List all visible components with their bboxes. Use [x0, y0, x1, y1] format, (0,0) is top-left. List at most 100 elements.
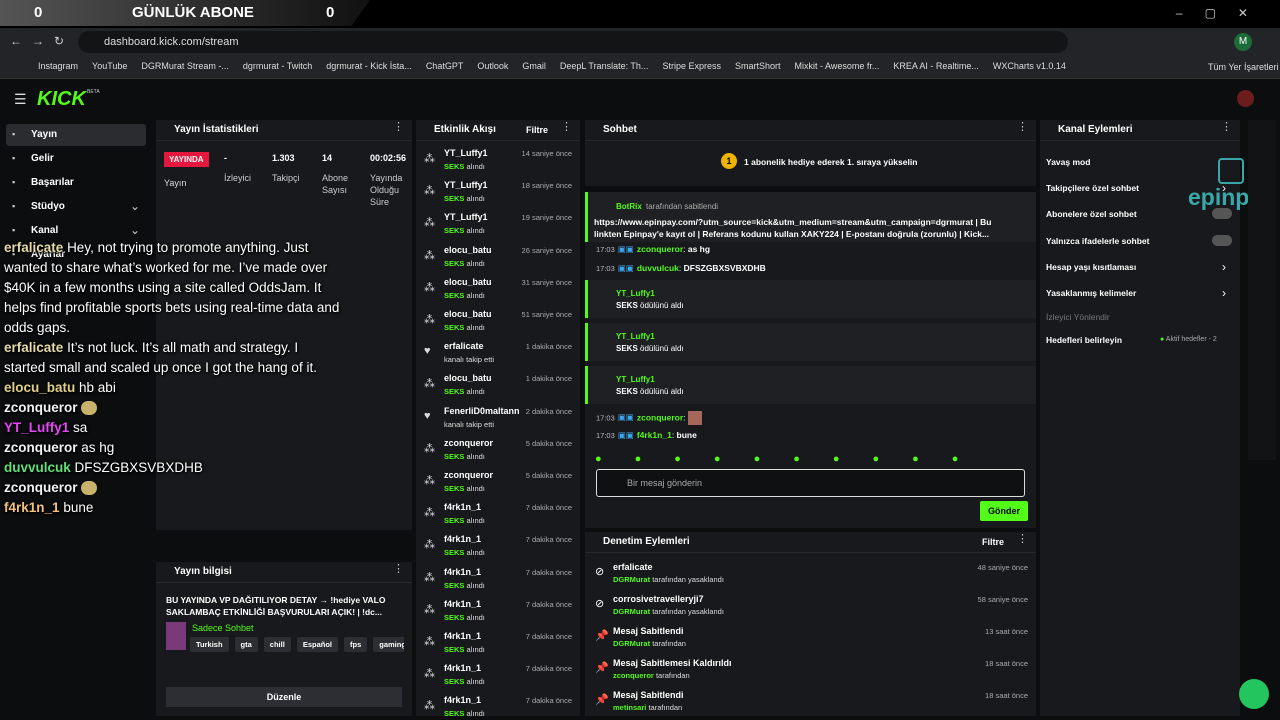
reward: SEKS [444, 645, 465, 654]
category-thumb [166, 622, 186, 650]
overlay-text: hb abi [79, 380, 116, 395]
bookmark[interactable]: Outlook [477, 61, 509, 71]
filter[interactable]: Filtre [981, 537, 1004, 547]
bookmark[interactable]: SmartShort [734, 61, 781, 71]
activity-user: elocu_batu [444, 309, 492, 319]
goal-rank: 1 [721, 153, 737, 169]
activity-detail: SEKS alındı [444, 613, 485, 622]
chat-time: 17:03 [596, 431, 615, 440]
bookmark[interactable]: ChatGPT [425, 61, 464, 71]
toggle[interactable] [1212, 234, 1232, 246]
tag[interactable]: gaming [373, 637, 404, 652]
channel-action[interactable]: Yasaklanmış kelimeler [1046, 288, 1137, 298]
all-bookmarks[interactable]: Tüm Yer İşaretleri [1208, 62, 1279, 72]
epinpay-icon [1218, 158, 1244, 184]
mod-title: Mesaj Sabitlendi [613, 690, 684, 700]
overlay-message: duvvulcuk DFSZGBXSVBXDHB [4, 458, 340, 478]
overlay-message: zconqueror [4, 478, 340, 498]
pinned-by: tarafından sabitlendi [646, 202, 719, 211]
activity-detail: SEKS alındı [444, 162, 485, 171]
channel-action[interactable]: Hesap yaşı kısıtlaması [1046, 261, 1137, 272]
activity-icon: ⁂ [424, 442, 435, 455]
profile[interactable]: M [1234, 33, 1252, 51]
activity-detail: SEKS alındı [444, 323, 485, 332]
activity-icon: ⁂ [424, 249, 435, 262]
right-toolbar[interactable] [1248, 120, 1276, 460]
tag[interactable]: gta [234, 637, 258, 652]
bookmark[interactable]: WXCharts v1.0.14 [992, 61, 1066, 71]
help-button[interactable] [1239, 679, 1269, 709]
tag[interactable]: Turkish [190, 637, 229, 652]
reward: SEKS [616, 301, 638, 310]
reward: SEKS [444, 258, 465, 268]
overlay-user: erfalicate [4, 340, 64, 355]
bookmark[interactable]: Gmail [522, 61, 546, 71]
window-controls[interactable]: –▢✕ [1175, 6, 1270, 20]
nav-item[interactable]: ▪ Ayarlar [6, 244, 146, 266]
bookmark[interactable]: YouTube [92, 61, 128, 71]
activity-time: 5 dakika önce [525, 471, 572, 480]
action: alındı [466, 548, 485, 558]
mod-action: tarafından yasaklandı [652, 607, 724, 616]
chat-message: 17:03 ▣▣ zconqueror: [596, 411, 702, 425]
nav-item[interactable]: ▪ Yayın [6, 124, 146, 146]
activity-user: f4rk1n_1 [444, 663, 482, 674]
category[interactable]: Sadece Sohbet [192, 623, 254, 633]
channel-action[interactable]: Abonelere özel sohbet [1046, 209, 1137, 220]
nav-item[interactable]: ▪ Kanal ⌄ [6, 220, 146, 242]
badges: ▣▣ [617, 412, 634, 423]
logo: KICK [37, 88, 86, 110]
mod-detail: metinsari tarafından [613, 703, 682, 712]
overlay-title: GÜNLÜK ABONE [132, 4, 254, 21]
bookmark[interactable]: Mixkit - Awesome fr... [794, 61, 880, 71]
activity-time: 7 dakika önce [525, 632, 572, 641]
reward: SEKS [444, 677, 465, 687]
goals[interactable]: Hedefleri belirleyin [1046, 335, 1123, 345]
nav-buttons[interactable]: ← → ↻ [10, 34, 65, 48]
mod-by: DGRMurat [613, 607, 651, 616]
reward: SEKS [444, 387, 465, 397]
channel-action[interactable]: Yalnızca ifadelerle sohbet [1046, 235, 1150, 246]
badges: ▣▣ [617, 430, 634, 440]
nav-item[interactable]: ▪ Stüdyo ⌄ [6, 196, 146, 218]
mod-icon: 📌 [595, 630, 609, 642]
badges: ▣▣ [617, 244, 634, 254]
activity-user: YT_Luffy1 [444, 212, 488, 223]
chat-user: f4rk1n_1 [636, 430, 672, 440]
panel-title: Etkinlik Akışı [416, 120, 580, 141]
bookmark[interactable]: DeepL Translate: Th... [559, 61, 649, 71]
chat-text: bune [676, 430, 697, 440]
nav-label: Kanal [31, 225, 59, 236]
chat-input[interactable]: Bir mesaj gönderin [596, 469, 1025, 497]
activity-detail: SEKS alındı [444, 516, 485, 525]
filter[interactable]: Filtre [525, 125, 548, 135]
menu-icon[interactable]: ☰ [14, 91, 27, 107]
panel-title: Yayın bilgisi [156, 562, 412, 583]
nav-item[interactable]: ▪ Başarılar [6, 172, 146, 194]
tag[interactable]: Español [296, 637, 338, 652]
send-button[interactable]: Gönder [980, 501, 1029, 521]
bookmark[interactable]: dgrmurat - Kick İsta... [326, 61, 412, 71]
activity-time: 1 dakika önce [525, 342, 572, 352]
activity-detail: SEKS alındı [444, 645, 485, 654]
address-bar[interactable]: dashboard.kick.com/stream [78, 31, 1068, 53]
reward: SEKS [444, 451, 465, 461]
chat-message: 17:03 ▣▣ duvvulcuk: DFSZGBXSVBXDHB [596, 263, 766, 273]
avatar[interactable] [1237, 90, 1254, 107]
tag[interactable]: chill [263, 637, 291, 652]
nav-item[interactable]: ▪ Gelir [6, 148, 146, 170]
bookmark[interactable]: KREA AI - Realtime... [893, 61, 979, 71]
channel-action[interactable]: Takipçilere özel sohbet [1046, 183, 1139, 194]
stream-title: BU YAYINDA VP DAĞITILIYOR DETAY → !hediy… [166, 595, 386, 617]
toggle[interactable] [1212, 208, 1232, 220]
bookmark[interactable]: DGRMurat Stream -... [141, 61, 229, 71]
bookmark[interactable]: Stripe Express [662, 61, 721, 71]
bookmark[interactable]: Instagram [38, 61, 79, 71]
emote-bar[interactable]: ●●●●●●●●●● [595, 453, 992, 465]
bookmark[interactable]: dgrmurat - Twitch [242, 61, 313, 71]
edit-button[interactable]: Düzenle [166, 687, 402, 707]
tag[interactable]: fps [344, 637, 368, 652]
channel-action[interactable]: Yavaş mod [1046, 157, 1091, 167]
bookmarks-bar: Instagram YouTube DGRMurat Stream -... dgrm… [0, 56, 1280, 79]
chevron: ⌄ [129, 223, 140, 237]
